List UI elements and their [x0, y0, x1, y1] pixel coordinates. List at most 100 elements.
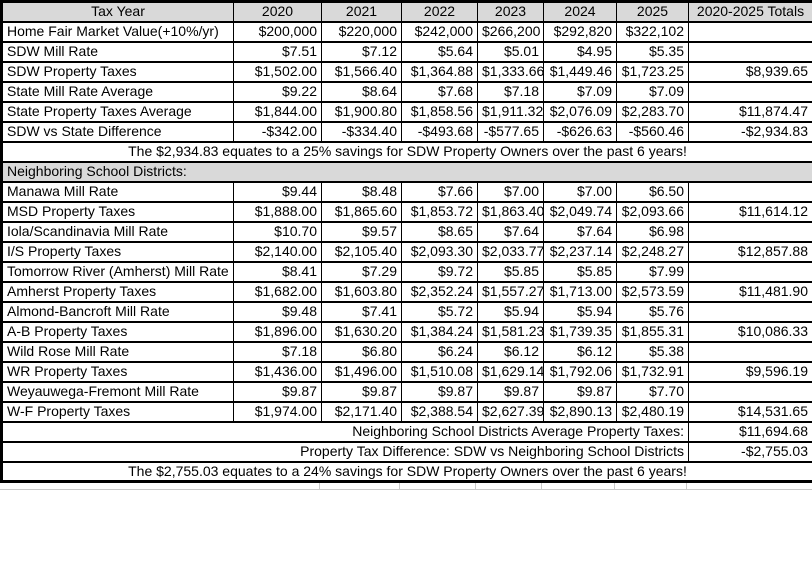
value-cell: $1,739.35 — [543, 320, 617, 343]
value-cell: $7.41 — [321, 300, 402, 323]
row-label-cell: Weyauwega-Fremont Mill Rate — [1, 380, 234, 403]
summary-total-cell: $11,694.68 — [688, 420, 812, 443]
value-cell: $1,682.00 — [233, 280, 322, 303]
value-cell: $1,566.40 — [321, 60, 402, 83]
savings-banner: The $2,755.03 equates to a 24% savings f… — [1, 460, 812, 483]
value-cell: $2,352.24 — [401, 280, 478, 303]
value-cell: $8.65 — [401, 220, 478, 243]
value-cell: $7.18 — [233, 340, 322, 363]
header-year: 2025 — [616, 0, 689, 23]
value-cell: $2,573.59 — [616, 280, 689, 303]
value-cell: $2,480.19 — [616, 400, 689, 423]
value-cell: $1,630.20 — [321, 320, 402, 343]
partial-next-row-gridlines — [0, 483, 812, 490]
total-cell — [688, 220, 812, 243]
value-cell: $266,200 — [477, 20, 544, 43]
table-row: Iola/Scandinavia Mill Rate $10.70 $9.57 $8.… — [1, 220, 812, 243]
header-year: 2021 — [321, 0, 402, 23]
header-totals: 2020-2025 Totals — [688, 0, 812, 23]
section-header: Neighboring School Districts: — [1, 160, 812, 183]
total-cell: $8,939.65 — [688, 60, 812, 83]
value-cell: $9.48 — [233, 300, 322, 323]
total-cell: $14,531.65 — [688, 400, 812, 423]
total-cell: $11,614.12 — [688, 200, 812, 223]
total-cell — [688, 20, 812, 43]
row-label-cell: SDW Property Taxes — [1, 60, 234, 83]
value-cell: -$342.00 — [233, 120, 322, 143]
value-cell: $200,000 — [233, 20, 322, 43]
value-cell: $5.01 — [477, 40, 544, 63]
value-cell: $7.12 — [321, 40, 402, 63]
total-cell: $9,596.19 — [688, 360, 812, 383]
table-row: State Mill Rate Average $9.22 $8.64 $7.68 $7… — [1, 80, 812, 103]
value-cell: $6.98 — [616, 220, 689, 243]
header-year: 2024 — [543, 0, 617, 23]
value-cell: $5.85 — [477, 260, 544, 283]
total-cell — [688, 380, 812, 403]
row-label-cell: Home Fair Market Value(+10%/yr) — [1, 20, 234, 43]
table-row: Weyauwega-Fremont Mill Rate $9.87 $9.87 $9.… — [1, 380, 812, 403]
value-cell: $1,502.00 — [233, 60, 322, 83]
value-cell: $2,248.27 — [616, 240, 689, 263]
spreadsheet-region: Tax Year 2020 2021 2022 2023 2024 2025 2020-202… — [0, 0, 812, 490]
table-row: SDW Mill Rate $7.51 $7.12 $5.64 $5.01 $4.95 $5… — [1, 40, 812, 63]
table-row: Manawa Mill Rate $9.44 $8.48 $7.66 $7.00 $7.0… — [1, 180, 812, 203]
value-cell: $9.87 — [401, 380, 478, 403]
table-row: Tomorrow River (Amherst) Mill Rate $8.41 $… — [1, 260, 812, 283]
value-cell: $7.66 — [401, 180, 478, 203]
value-cell: $2,627.39 — [477, 400, 544, 423]
table-row: State Property Taxes Average $1,844.00 $1,… — [1, 100, 812, 123]
value-cell: $1,496.00 — [321, 360, 402, 383]
row-label-cell: SDW vs State Difference — [1, 120, 234, 143]
table-header-row: Tax Year 2020 2021 2022 2023 2024 2025 2020-202… — [1, 0, 812, 23]
value-cell: $7.64 — [477, 220, 544, 243]
value-cell: $9.87 — [543, 380, 617, 403]
value-cell: $5.85 — [543, 260, 617, 283]
value-cell: $6.80 — [321, 340, 402, 363]
value-cell: $1,732.91 — [616, 360, 689, 383]
section-header-row: Neighboring School Districts: — [1, 160, 812, 183]
row-label-cell: Manawa Mill Rate — [1, 180, 234, 203]
table-row: WR Property Taxes $1,436.00 $1,496.00 $1,51… — [1, 360, 812, 383]
row-label-cell: A-B Property Taxes — [1, 320, 234, 343]
savings-banner-row: The $2,755.03 equates to a 24% savings f… — [1, 460, 812, 483]
table-row: Almond-Bancroft Mill Rate $9.48 $7.41 $5.72… — [1, 300, 812, 323]
value-cell: $9.87 — [477, 380, 544, 403]
value-cell: $1,865.60 — [321, 200, 402, 223]
value-cell: $1,896.00 — [233, 320, 322, 343]
value-cell: $9.57 — [321, 220, 402, 243]
summary-label-cell: Property Tax Difference: SDW vs Neighbor… — [1, 440, 689, 463]
row-label-cell: Almond-Bancroft Mill Rate — [1, 300, 234, 323]
value-cell: $5.76 — [616, 300, 689, 323]
value-cell: $7.70 — [616, 380, 689, 403]
value-cell: $1,911.32 — [477, 100, 544, 123]
value-cell: $322,102 — [616, 20, 689, 43]
summary-label-cell: Neighboring School Districts Average Pro… — [1, 420, 689, 443]
value-cell: $1,855.31 — [616, 320, 689, 343]
total-cell — [688, 180, 812, 203]
value-cell: $1,844.00 — [233, 100, 322, 123]
value-cell: $7.99 — [616, 260, 689, 283]
summary-row: Property Tax Difference: SDW vs Neighbor… — [1, 440, 812, 463]
total-cell — [688, 340, 812, 363]
value-cell: $2,076.09 — [543, 100, 617, 123]
row-label-cell: W-F Property Taxes — [1, 400, 234, 423]
value-cell: $5.94 — [543, 300, 617, 323]
row-label-cell: SDW Mill Rate — [1, 40, 234, 63]
table-row: SDW Property Taxes $1,502.00 $1,566.40 $1,3… — [1, 60, 812, 83]
table-row: Amherst Property Taxes $1,682.00 $1,603.80… — [1, 280, 812, 303]
value-cell: $220,000 — [321, 20, 402, 43]
value-cell: $9.44 — [233, 180, 322, 203]
total-cell — [688, 40, 812, 63]
row-label-cell: I/S Property Taxes — [1, 240, 234, 263]
summary-total-cell: -$2,755.03 — [688, 440, 812, 463]
value-cell: $1,449.46 — [543, 60, 617, 83]
value-cell: $1,723.25 — [616, 60, 689, 83]
value-cell: -$577.65 — [477, 120, 544, 143]
value-cell: $1,853.72 — [401, 200, 478, 223]
value-cell: $9.72 — [401, 260, 478, 283]
value-cell: $9.87 — [233, 380, 322, 403]
value-cell: $7.64 — [543, 220, 617, 243]
value-cell: $7.29 — [321, 260, 402, 283]
value-cell: $7.68 — [401, 80, 478, 103]
